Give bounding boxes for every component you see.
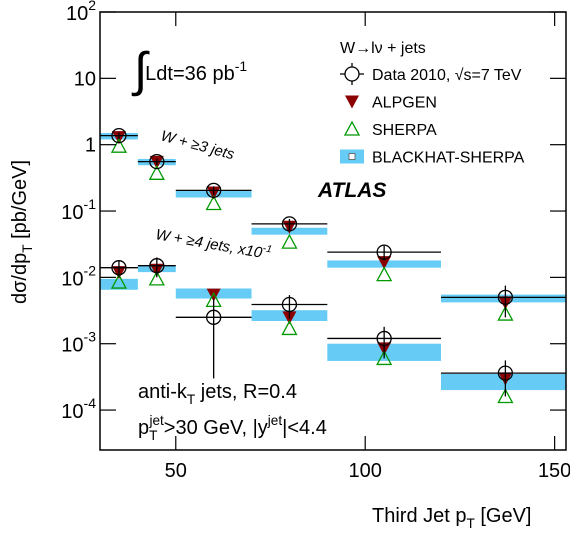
y-tick-label: 1: [85, 135, 96, 157]
y-tick-label: 10-4: [61, 395, 96, 423]
alpgen-marker: [377, 256, 392, 270]
y-tick-label: 10-2: [61, 262, 96, 290]
y-axis-label-part: [pb/GeV]: [9, 160, 31, 245]
y-tick-label: 10: [74, 68, 96, 90]
y-axis-label-part: T: [20, 244, 35, 252]
data-marker: [149, 258, 165, 274]
group-label-part: -1: [262, 243, 273, 255]
y-tick-base: 10: [61, 335, 83, 357]
y-tick-label: 10-3: [61, 329, 96, 357]
cuts-label-part: |<4.4: [282, 417, 327, 439]
legend-title: W→lν + jets: [340, 40, 426, 57]
sherpa-marker: [148, 270, 165, 286]
y-tick-exp: 2: [88, 0, 96, 13]
jets-label-part: anti-k: [138, 381, 188, 403]
sherpa-marker: [281, 320, 298, 336]
x-tick-label: 150: [538, 460, 570, 482]
band: [440, 373, 566, 391]
x-axis-label: Third Jet pT [GeV]: [372, 505, 532, 531]
y-tick-base: 10: [61, 268, 83, 290]
atlas-label: ATLAS: [317, 179, 386, 202]
legend-marker: [348, 153, 356, 160]
legend-label: SHERPA: [372, 122, 437, 139]
sherpa-marker: [281, 233, 298, 249]
data-marker: [111, 260, 127, 276]
sherpa-marker: [110, 273, 128, 289]
plot-area: [100, 127, 566, 404]
group-label: W + ≥3 jets: [159, 127, 237, 163]
group-label-part: W + ≥3 jets: [159, 127, 237, 163]
cuts-label-part: >30 GeV, |y: [164, 417, 268, 439]
lumi-label: ∫Ldt=36 pb-1: [131, 44, 247, 97]
x-tick-label: 100: [349, 460, 382, 482]
legend-marker: [345, 95, 359, 109]
frame: [99, 11, 567, 451]
data-marker: [206, 182, 222, 198]
x-tick-label: 50: [165, 460, 187, 482]
x-axis-label-part: T: [466, 516, 474, 531]
group-label-part: W + ≥4 jets, x10: [154, 226, 264, 262]
sherpa-marker: [205, 195, 222, 211]
y-tick-exp: -3: [84, 329, 97, 345]
lumi-text: Ldt=36 pb: [145, 63, 235, 85]
sherpa-marker: [376, 350, 393, 366]
alpgen-marker: [206, 288, 221, 302]
legend-marker: [343, 120, 361, 136]
x-axis-label-part: [GeV]: [475, 505, 532, 527]
y-tick-label: 102: [66, 0, 96, 25]
sherpa-marker: [497, 305, 514, 321]
jets-label-part: jets, R=0.4: [195, 381, 297, 403]
x-axis-label-part: Third Jet p: [372, 505, 466, 527]
cuts-label: pTjet>30 GeV, |yjet|<4.4: [138, 413, 327, 443]
jets-label-part: T: [187, 392, 195, 407]
legend-marker: [344, 66, 360, 82]
data-marker: [376, 244, 392, 260]
y-axis-label-part: dσ/dp: [9, 253, 31, 304]
lumi-integral: ∫: [131, 44, 150, 97]
sherpa-marker: [376, 266, 393, 282]
cuts-label-part: jet: [148, 413, 164, 428]
cuts-label-part: T: [149, 428, 157, 443]
data-marker: [149, 154, 165, 170]
data-marker: [497, 365, 514, 381]
sherpa-marker: [148, 164, 165, 180]
y-tick-exp: -2: [84, 262, 97, 278]
legend-label: BLACKHAT-SHERPA: [372, 150, 525, 167]
lumi-exp: -1: [235, 58, 248, 74]
y-tick-base: 10: [61, 401, 83, 423]
legend-label: Data 2010, √s=7 TeV: [372, 67, 522, 84]
y-tick-base: 10: [61, 202, 83, 224]
jets-label: anti-kT jets, R=0.4: [138, 381, 297, 407]
y-tick-label: 10-1: [61, 196, 96, 224]
cuts-label-part: p: [138, 417, 149, 439]
data-marker: [281, 216, 298, 232]
band: [100, 278, 138, 290]
data-marker: [497, 289, 514, 305]
legend-label: ALPGEN: [372, 95, 437, 112]
y-tick-base: 10: [66, 3, 88, 25]
y-axis-label: dσ/dpT [pb/GeV]: [9, 160, 35, 304]
data-marker: [281, 296, 298, 313]
sherpa-marker: [110, 137, 128, 153]
sherpa-marker: [497, 388, 514, 404]
data-marker: [111, 127, 127, 144]
cuts-label-part: jet: [267, 413, 283, 428]
data-marker: [376, 330, 392, 347]
y-tick-exp: -1: [84, 196, 97, 212]
data-marker: [206, 309, 222, 325]
y-tick-exp: -4: [84, 395, 97, 411]
